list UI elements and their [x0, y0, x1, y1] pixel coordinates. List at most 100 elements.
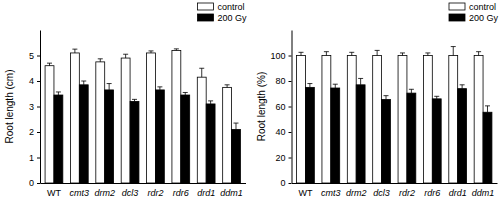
y-axis: 020406080100 — [270, 31, 292, 189]
bar — [45, 66, 54, 183]
legend: control200 Gy — [449, 2, 499, 23]
tick-label: cmt3 — [70, 188, 90, 198]
error-stem — [335, 84, 336, 88]
bar — [356, 85, 365, 183]
error-bar — [451, 47, 456, 56]
tick-mark — [37, 132, 40, 133]
tick-label: ddm1 — [472, 188, 495, 198]
error-stem — [351, 52, 352, 55]
tick: 100 — [270, 51, 291, 61]
tick: 0 — [29, 178, 40, 188]
error-cap — [199, 68, 204, 69]
tick: 20 — [275, 153, 291, 163]
chart-panel: 020406080100WTcmt3drm2dcl3rdr2rdr6drd1dd… — [256, 2, 499, 198]
axis-line — [292, 183, 498, 184]
tick: drm2 — [94, 183, 115, 198]
error-bar — [485, 106, 490, 112]
bar — [105, 90, 114, 183]
error-cap — [183, 92, 188, 93]
tick-mark — [289, 132, 292, 133]
bar — [70, 53, 79, 183]
bar — [121, 58, 130, 183]
bar — [305, 87, 314, 183]
error-bar — [199, 68, 204, 77]
error-bar — [81, 81, 86, 85]
error-cap — [425, 52, 430, 53]
error-bar — [98, 59, 103, 62]
error-bar — [132, 99, 137, 101]
bar — [449, 56, 458, 184]
error-stem — [386, 96, 387, 100]
error-cap — [409, 89, 414, 90]
tick: WT — [47, 183, 61, 198]
tick: rdr2 — [147, 183, 163, 198]
tick: 4 — [29, 76, 40, 86]
error-bar — [148, 51, 153, 53]
error-cap — [307, 83, 312, 84]
plot-area — [297, 47, 492, 183]
legend: control200 Gy — [198, 2, 248, 23]
bar — [322, 56, 331, 184]
bar — [79, 85, 88, 183]
error-stem — [58, 92, 59, 95]
legend-label: control — [218, 2, 245, 12]
error-stem — [360, 78, 361, 84]
tick: WT — [298, 183, 312, 198]
tick-label: WT — [298, 188, 312, 198]
tick-label: drd1 — [449, 188, 467, 198]
bar — [373, 56, 382, 184]
legend-label: 200 Gy — [218, 13, 248, 23]
bar — [474, 56, 483, 184]
tick: 2 — [29, 127, 40, 137]
bar — [155, 90, 164, 183]
error-bar — [56, 92, 61, 95]
error-cap — [98, 58, 103, 59]
tick-label: drd1 — [197, 188, 215, 198]
error-bar — [358, 78, 363, 84]
error-cap — [400, 52, 405, 53]
bar — [96, 62, 105, 183]
error-bar — [425, 53, 430, 56]
error-bar — [72, 49, 77, 53]
tick-label: 4 — [29, 76, 34, 86]
error-stem — [83, 81, 84, 85]
error-stem — [235, 123, 236, 129]
tick: rdr6 — [173, 183, 189, 198]
error-bar — [307, 84, 312, 88]
tick: rdr6 — [424, 183, 440, 198]
error-cap — [233, 123, 238, 124]
error-bar — [183, 92, 188, 95]
axis-line — [40, 31, 41, 184]
tick: 5 — [29, 51, 40, 61]
tick-label: 3 — [29, 102, 34, 112]
tick-mark — [289, 183, 292, 184]
bar — [483, 112, 492, 183]
error-bar — [157, 87, 162, 90]
legend-item: control — [449, 2, 496, 12]
tick: ddm1 — [472, 183, 495, 198]
tick-mark — [37, 107, 40, 108]
tick: dcl3 — [373, 183, 390, 198]
tick: 1 — [29, 153, 40, 163]
axis-title: Root length (cm) — [4, 70, 15, 144]
error-stem — [453, 47, 454, 56]
axis-title: Root length (%) — [256, 72, 267, 141]
error-cap — [81, 81, 86, 82]
bar — [232, 129, 241, 183]
tick-label: 0 — [29, 178, 34, 188]
error-stem — [462, 85, 463, 89]
error-stem — [109, 84, 110, 90]
tick: 60 — [275, 102, 291, 112]
legend-swatch — [449, 14, 465, 21]
error-bar — [123, 54, 128, 58]
tick-mark — [37, 81, 40, 82]
tick: drd1 — [197, 183, 215, 198]
tick: cmt3 — [321, 183, 341, 198]
error-cap — [174, 48, 179, 49]
error-bar — [434, 96, 439, 99]
error-cap — [358, 78, 363, 79]
legend-swatch — [198, 3, 214, 10]
error-cap — [157, 86, 162, 87]
legend-item: 200 Gy — [449, 13, 499, 23]
tick: ddm1 — [220, 183, 243, 198]
